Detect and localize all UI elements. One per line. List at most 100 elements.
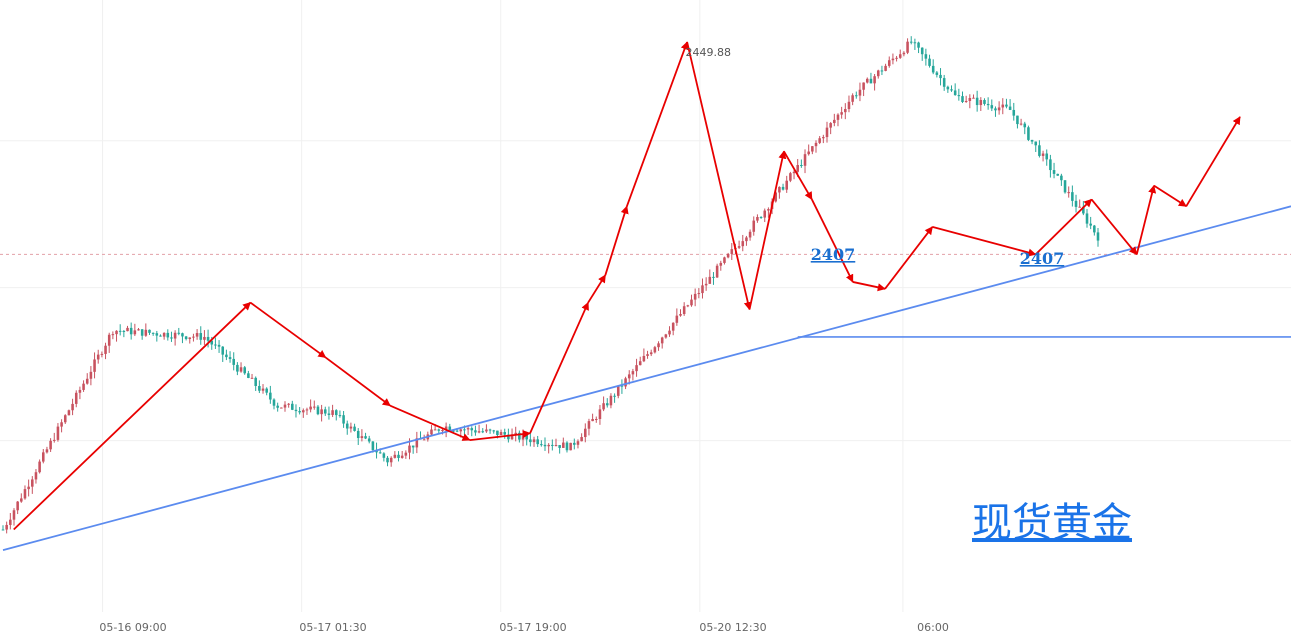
- candle-body: [195, 333, 199, 337]
- candle-body: [558, 445, 561, 448]
- candle-body: [261, 388, 265, 391]
- candle-body: [514, 432, 517, 435]
- candle-body: [712, 276, 715, 278]
- candle-body: [433, 429, 437, 431]
- candle-body: [986, 103, 990, 106]
- candle-body: [818, 138, 821, 143]
- candle-body: [148, 329, 151, 333]
- candle-body: [60, 422, 63, 427]
- candle-body: [56, 426, 60, 440]
- candle-body: [100, 353, 104, 355]
- candle-body: [602, 403, 605, 410]
- candle-body: [316, 406, 320, 415]
- candle-body: [389, 457, 393, 463]
- candle-body: [140, 329, 144, 336]
- candle-body: [587, 421, 591, 429]
- candle-body: [298, 411, 301, 413]
- candle-body: [210, 340, 214, 345]
- wave-arrow: [748, 150, 787, 310]
- candle-body: [96, 354, 100, 360]
- candle-body: [616, 385, 620, 396]
- candle-body: [162, 332, 166, 337]
- candle-body: [580, 437, 583, 442]
- candle-body: [122, 330, 126, 332]
- candle-body: [547, 444, 550, 447]
- candle-body: [188, 337, 192, 340]
- candle-body: [360, 436, 364, 439]
- candle-body: [920, 47, 924, 55]
- candle-body: [492, 430, 496, 432]
- candle-body: [792, 171, 796, 174]
- candle-body: [371, 441, 375, 450]
- candle-body: [221, 346, 225, 355]
- candle-body: [1082, 206, 1085, 214]
- wave-arrow: [626, 41, 689, 207]
- candle-body: [247, 373, 250, 378]
- candle-body: [411, 445, 415, 448]
- candle-body: [367, 438, 371, 442]
- candle-body: [444, 426, 448, 430]
- candle-body: [800, 165, 803, 167]
- candle-body: [730, 249, 734, 254]
- candle-body: [356, 430, 360, 439]
- wave-arrow: [529, 301, 589, 434]
- candle-body: [1056, 173, 1059, 176]
- candle-body: [660, 337, 664, 344]
- candle-body: [887, 60, 891, 66]
- candle-body: [924, 54, 928, 59]
- candle-body: [239, 367, 243, 372]
- candle-body: [895, 57, 898, 59]
- candle-body: [455, 430, 459, 432]
- forecast-arrows: [13, 41, 1241, 531]
- candle-body: [613, 395, 616, 397]
- candle-body: [118, 330, 122, 332]
- candle-body: [767, 209, 770, 211]
- candle-body: [584, 428, 587, 438]
- candle-body: [796, 165, 799, 172]
- candle-body: [133, 330, 137, 335]
- candle-body: [397, 454, 400, 458]
- candle-body: [45, 449, 49, 453]
- candle-body: [1052, 170, 1056, 174]
- candle-body: [939, 74, 942, 79]
- candle-body: [876, 70, 880, 77]
- wave-arrow: [811, 199, 854, 283]
- candle-body: [1001, 104, 1005, 108]
- candle-body: [507, 434, 510, 440]
- candle-body: [964, 101, 968, 103]
- candle-body: [287, 403, 290, 405]
- candle-body: [723, 257, 726, 263]
- candle-body: [1049, 159, 1052, 171]
- candle-body: [829, 123, 832, 128]
- candle-body: [946, 86, 950, 90]
- wave-arrow: [884, 226, 934, 290]
- candle-body: [953, 90, 957, 96]
- candle-body: [638, 361, 642, 366]
- candle-body: [378, 452, 382, 454]
- candle-body: [254, 377, 257, 386]
- candle-body: [931, 65, 935, 73]
- candle-body: [682, 306, 686, 315]
- candle-body: [902, 52, 906, 55]
- candle-body: [485, 429, 488, 432]
- candle-body: [719, 262, 723, 266]
- candle-body: [518, 432, 521, 440]
- candle-body: [594, 418, 598, 420]
- candle-body: [74, 392, 78, 404]
- candle-body: [144, 329, 148, 336]
- candle-body: [917, 42, 920, 48]
- candle-body: [814, 142, 818, 147]
- candle-body: [67, 410, 71, 416]
- wave-arrow: [783, 150, 813, 201]
- candle-body: [631, 371, 635, 375]
- candle-body: [400, 455, 404, 458]
- candle-body: [78, 389, 82, 393]
- candle-body: [997, 107, 1001, 111]
- candle-body: [280, 407, 283, 409]
- candle-body: [774, 192, 778, 202]
- candle-body: [20, 498, 23, 502]
- candle-body: [605, 403, 609, 406]
- wave-arrow: [13, 301, 252, 531]
- candle-body: [840, 112, 843, 115]
